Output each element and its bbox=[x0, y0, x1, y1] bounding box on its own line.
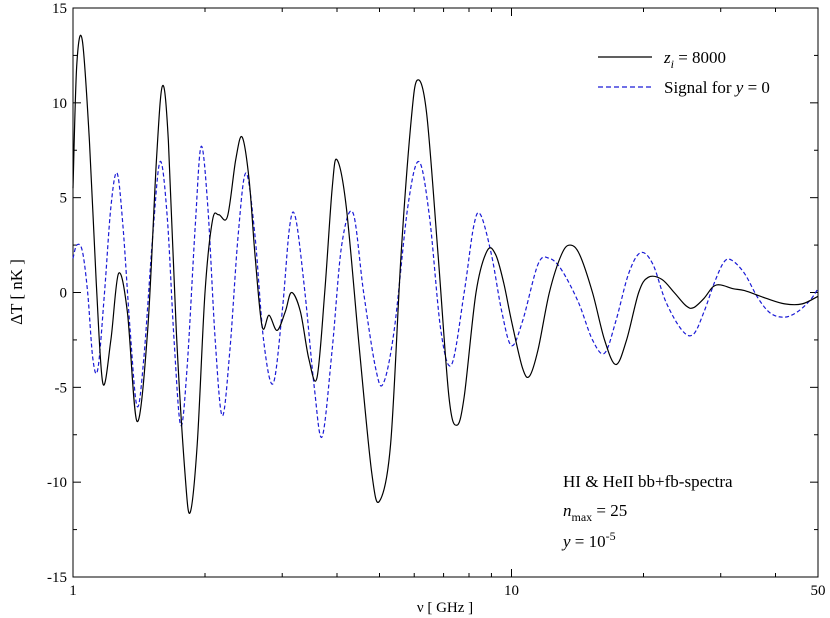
annotation-block: HI & HeII bb+fb-spectra nmax = 25 y = 10… bbox=[561, 472, 733, 551]
legend-label-zi: zi = 8000 bbox=[663, 48, 726, 71]
series-line-signal-y0 bbox=[72, 145, 819, 438]
legend: zi = 8000 Signal for y = 0 bbox=[598, 48, 770, 97]
y-axis-label: ΔT [ nK ] bbox=[7, 259, 26, 325]
x-tick-label: 50 bbox=[811, 583, 826, 599]
legend-label-signal: Signal for y = 0 bbox=[664, 78, 770, 97]
x-axis-label: ν [ GHz ] bbox=[417, 600, 473, 616]
y-tick-label: 10 bbox=[52, 96, 67, 112]
y-tick-label: 5 bbox=[60, 191, 68, 207]
annotation-spectra: HI & HeII bb+fb-spectra bbox=[563, 472, 733, 491]
series-line-zi-8000 bbox=[72, 34, 819, 515]
annotation-y: y = 10-5 bbox=[561, 529, 616, 551]
y-tick-label: -15 bbox=[47, 570, 67, 586]
y-tick-label: -5 bbox=[55, 380, 68, 396]
x-tick-label: 1 bbox=[69, 583, 77, 599]
y-tick-label: 0 bbox=[60, 286, 68, 302]
y-tick-label: -10 bbox=[47, 475, 67, 491]
y-tick-label: 15 bbox=[52, 1, 67, 17]
x-tick-label: 10 bbox=[504, 583, 519, 599]
x-ticks: 1 10 50 bbox=[69, 8, 826, 599]
series-layer bbox=[72, 34, 819, 515]
annotation-nmax: nmax = 25 bbox=[563, 501, 627, 524]
y-ticks: -15 -10 -5 0 5 10 15 bbox=[47, 1, 818, 586]
